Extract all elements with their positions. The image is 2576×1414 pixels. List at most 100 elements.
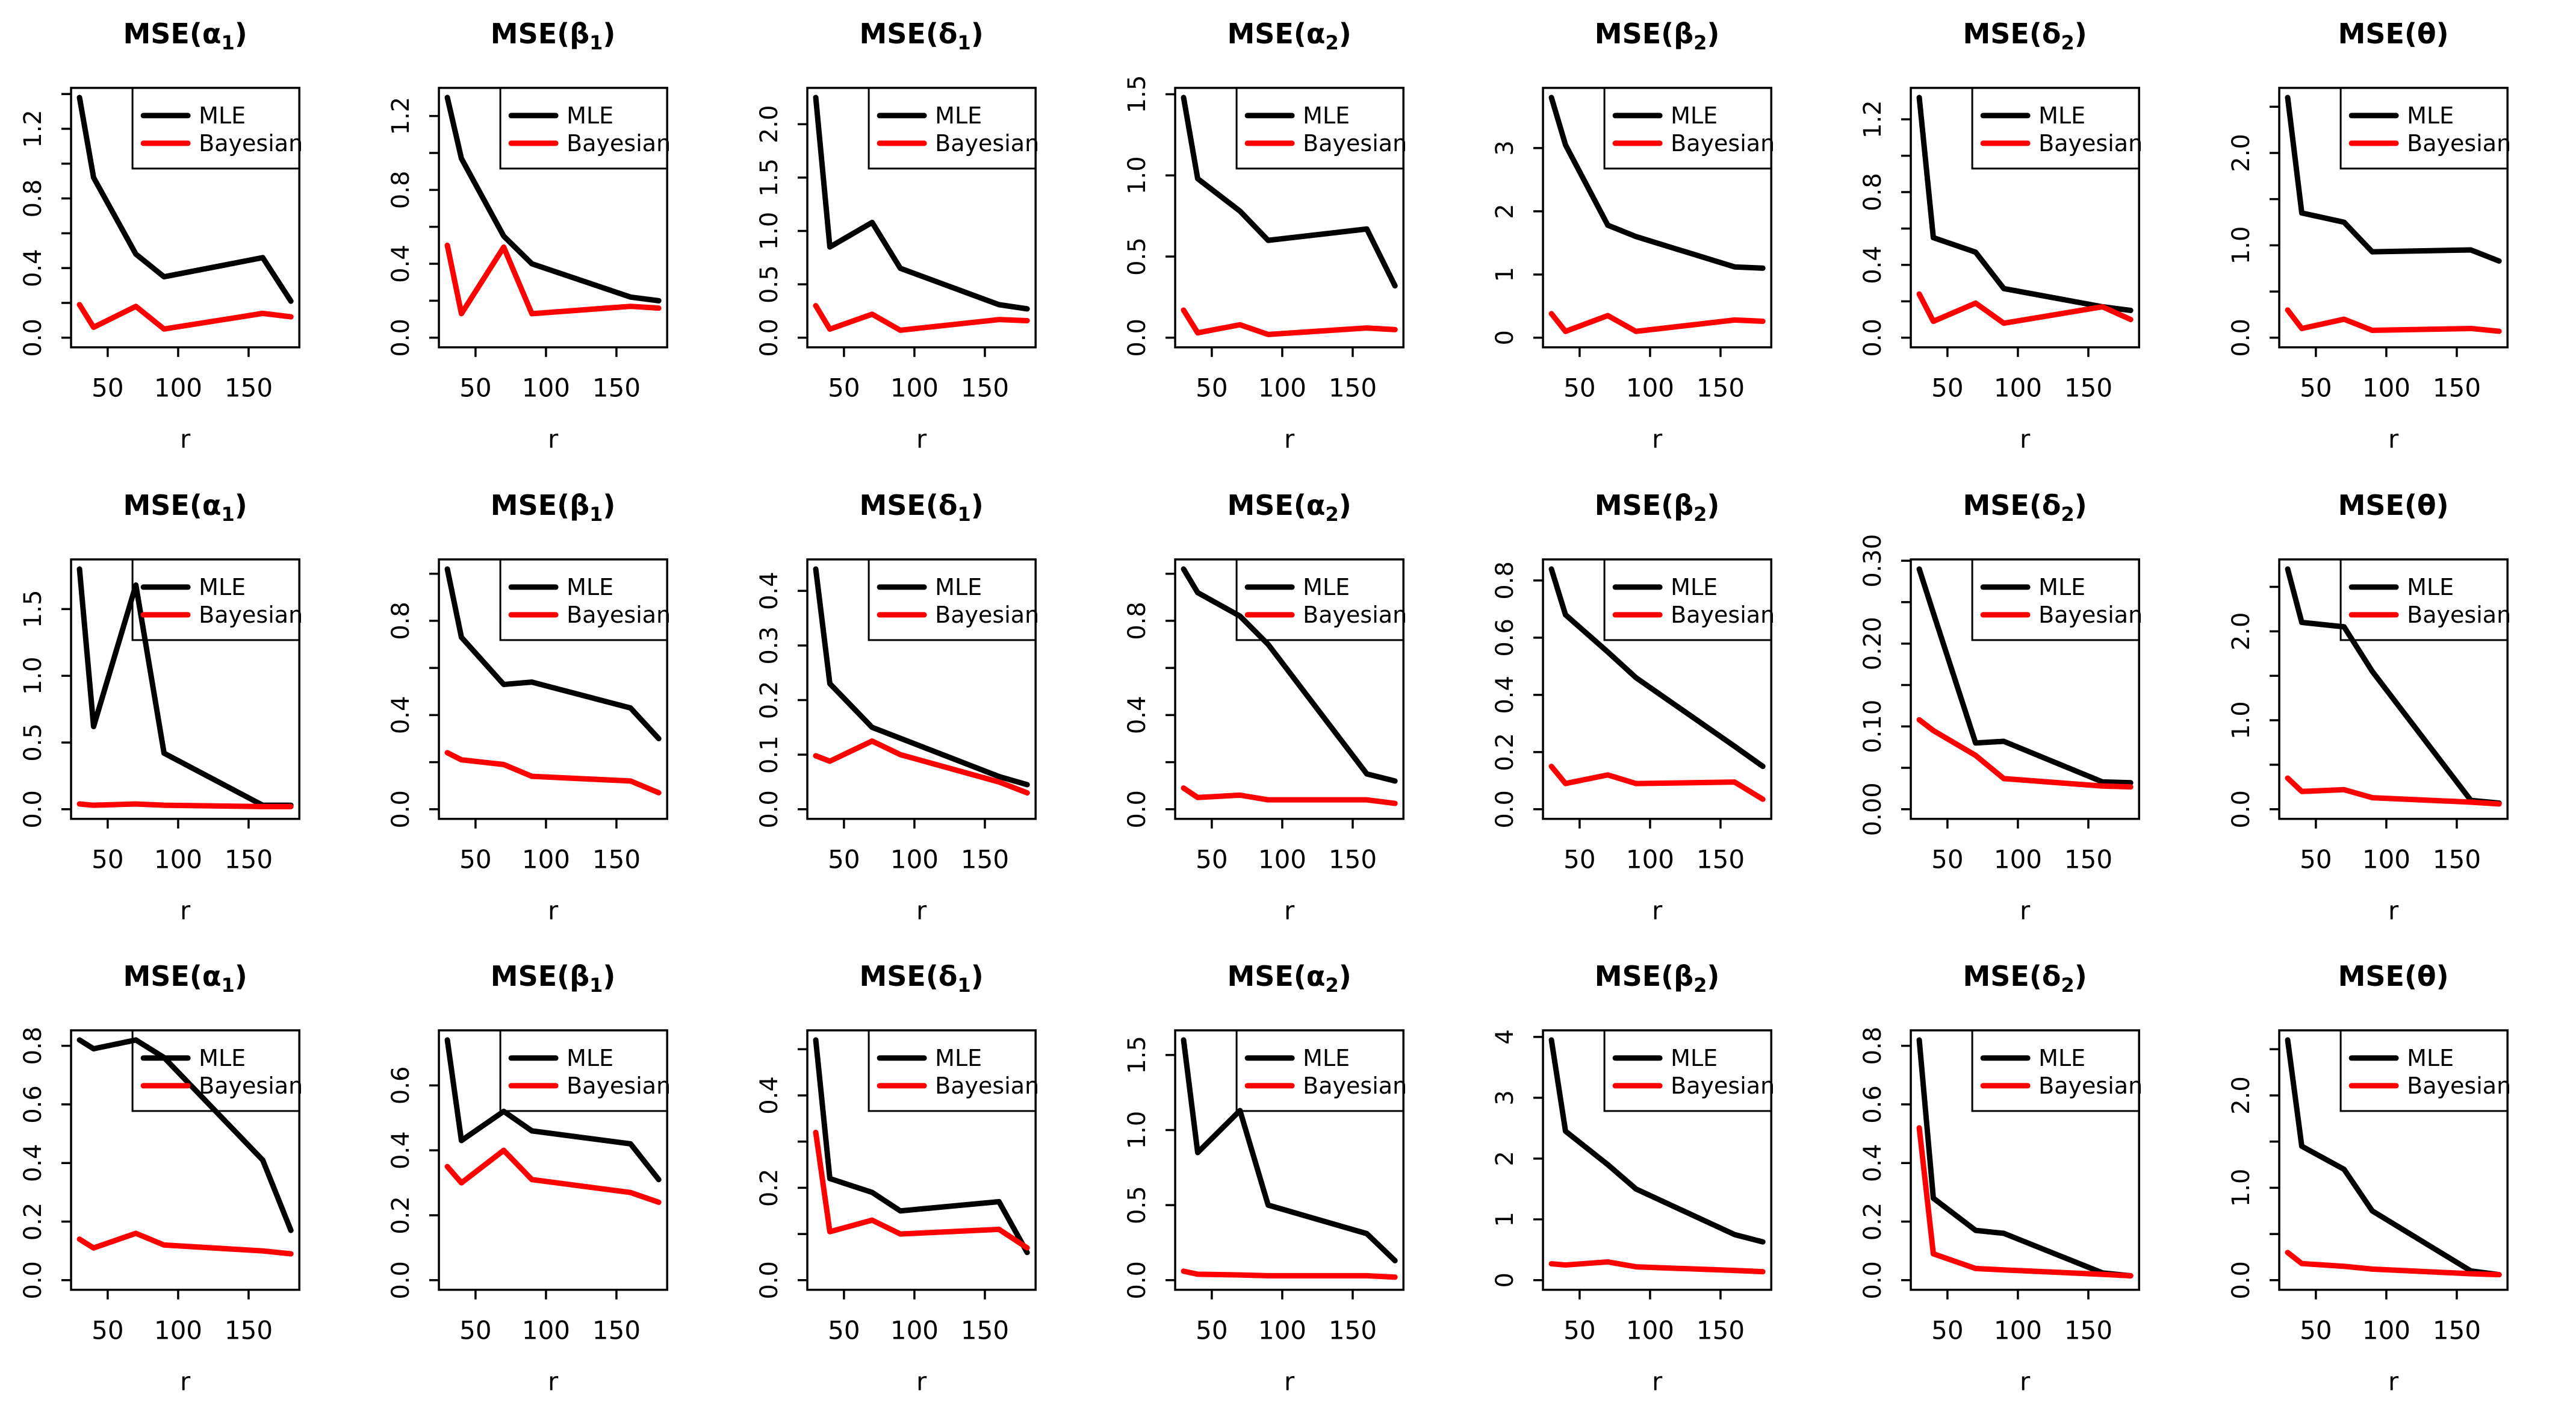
bayesian-line	[1548, 763, 1766, 802]
y-tick-label: 0.5	[1123, 237, 1151, 276]
bayesian-line	[444, 750, 662, 796]
x-tick-label: 150	[960, 373, 1008, 403]
legend-mle-label: MLE	[2039, 102, 2086, 129]
x-tick-label: 100	[890, 844, 938, 874]
x-tick-label: 150	[1329, 373, 1377, 403]
y-tick-label: 1.0	[19, 656, 47, 695]
legend-bayesian-label: Bayesian	[1303, 130, 1407, 157]
subplot-canvas-r1-delta1: MSE(δ1) 0.0 0.5 1.0 1.5 2.0 50 100 150 r MLEBayesi…	[756, 17, 1039, 454]
y-tick-label: 0.2	[1491, 733, 1519, 771]
y-tick-label: 0.4	[1491, 676, 1519, 714]
y-tick-label: 2.0	[2227, 1076, 2255, 1115]
x-tick-label: 50	[1932, 844, 1964, 874]
subplot-canvas-r3-delta2: MSE(δ2) 0.0 0.2 0.4 0.6 0.8 50 100 150 r MLEBayesi…	[1859, 960, 2143, 1397]
subplot-canvas-r2-beta2: MSE(β2) 0.0 0.2 0.4 0.6 0.8 50 100 150 r MLEBayesi…	[1491, 489, 1775, 926]
y-tick-label: 0.4	[1859, 1144, 1887, 1183]
y-tick-label: 0.0	[1123, 319, 1151, 357]
y-tick-label: 0.0	[1491, 790, 1519, 829]
legend-box	[499, 87, 669, 170]
x-axis-label: r	[1284, 425, 1295, 454]
legend-box	[1235, 1029, 1404, 1112]
y-tick-label: 0.8	[1859, 1027, 1887, 1065]
y-tick-label: 0.6	[387, 1067, 415, 1105]
subplot-canvas-r2-delta2: MSE(δ2) 0.00 0.10 0.20 0.30 50 100 150 r MLEBayes…	[1859, 489, 2143, 926]
plot-title: MSE(α2)	[1227, 489, 1351, 526]
x-tick-label: 100	[1626, 844, 1674, 874]
legend-mle-label: MLE	[199, 102, 246, 129]
y-tick-label: 0.3	[756, 626, 783, 665]
x-tick-label: 150	[2433, 1316, 2481, 1345]
y-tick-label: 2.0	[756, 105, 783, 143]
legend-bayesian-label: Bayesian	[566, 1073, 671, 1099]
x-axis-label: r	[548, 425, 559, 454]
legend-bayesian-label: Bayesian	[2407, 602, 2511, 628]
subplot-r2-beta2: MSE(β2) 0.0 0.2 0.4 0.6 0.8 50 100 150 r MLE Bayesi…	[1472, 472, 1840, 943]
y-tick-label: 1.5	[1123, 1036, 1151, 1074]
y-tick-label: 1	[1491, 1212, 1519, 1227]
mle-line	[1181, 1037, 1398, 1264]
subplot-canvas-r2-delta1: MSE(δ1) 0.0 0.1 0.2 0.3 0.4 50 100 150 r MLEBayesi…	[756, 489, 1039, 926]
legend-bayesian-label: Bayesian	[2407, 1073, 2511, 1099]
x-axis-label: r	[1652, 425, 1663, 454]
legend-box	[867, 558, 1037, 641]
x-tick-label: 100	[1994, 1316, 2042, 1345]
bayesian-line	[2285, 307, 2502, 334]
y-tick-label: 0.20	[1859, 617, 1887, 670]
plot-frame	[1174, 1029, 1404, 1291]
y-tick-label: 0.0	[756, 790, 783, 829]
subplot-r3-theta: MSE(θ) 0.0 1.0 2.0 50 100 150 r MLE Bayesian	[2208, 942, 2576, 1414]
subplot-r2-delta1: MSE(δ1) 0.0 0.1 0.2 0.3 0.4 50 100 150 r MLE Bayesi…	[736, 472, 1104, 943]
legend-bayesian-label: Bayesian	[2039, 130, 2143, 157]
x-axis-label: r	[2020, 895, 2031, 925]
y-tick-label: 0.8	[1859, 173, 1887, 211]
plot-title: MSE(α1)	[123, 489, 247, 526]
x-tick-label: 100	[1994, 373, 2042, 403]
subplot-r2-alpha2: MSE(α2) 0.0 0.4 0.8 50 100 150 r MLE Bayesian	[1104, 472, 1472, 943]
y-tick-label: 0.8	[19, 179, 47, 218]
legend-box	[867, 87, 1037, 170]
y-tick-label: 0.8	[19, 1027, 47, 1065]
x-tick-label: 100	[1258, 373, 1306, 403]
x-axis-label: r	[2388, 425, 2399, 454]
x-tick-label: 50	[828, 844, 860, 874]
plot-title: MSE(θ)	[2338, 489, 2448, 522]
bayesian-line	[76, 302, 294, 332]
legend-box	[867, 1029, 1037, 1112]
plot-title: MSE(δ2)	[1963, 17, 2087, 54]
legend-mle-label: MLE	[2039, 574, 2086, 600]
x-tick-label: 50	[1196, 373, 1227, 403]
y-tick-label: 1.0	[2227, 1169, 2255, 1207]
y-tick-label: 0.4	[1123, 696, 1151, 734]
x-axis-label: r	[2388, 895, 2399, 925]
x-tick-label: 100	[154, 1316, 202, 1345]
legend-bayesian-label: Bayesian	[2407, 130, 2511, 157]
y-tick-label: 0.4	[756, 1076, 783, 1115]
legend-box	[1972, 1029, 2141, 1112]
y-tick-label: 0.8	[387, 171, 415, 210]
legend-box	[499, 1029, 669, 1112]
legend-bayesian-label: Bayesian	[935, 1073, 1039, 1099]
y-tick-label: 0.0	[19, 790, 47, 829]
x-axis-label: r	[180, 895, 191, 925]
x-tick-label: 50	[1563, 844, 1595, 874]
legend-box	[131, 87, 300, 170]
legend-bayesian-label: Bayesian	[199, 602, 303, 628]
y-tick-label: 0.0	[2227, 790, 2255, 829]
x-tick-label: 150	[1329, 844, 1377, 874]
plot-frame	[70, 87, 300, 349]
subplot-r3-delta2: MSE(δ2) 0.0 0.2 0.4 0.6 0.8 50 100 150 r MLE Bayesi…	[1840, 942, 2208, 1414]
x-tick-label: 150	[960, 1316, 1008, 1345]
legend-box	[1235, 87, 1404, 170]
bayesian-line	[2285, 1250, 2502, 1278]
legend-box	[1972, 558, 2141, 641]
x-axis-label: r	[916, 1367, 927, 1397]
legend-bayesian-label: Bayesian	[1303, 1073, 1407, 1099]
legend-mle-label: MLE	[1303, 1045, 1350, 1071]
legend-box	[2339, 87, 2509, 170]
x-tick-label: 150	[592, 844, 641, 874]
